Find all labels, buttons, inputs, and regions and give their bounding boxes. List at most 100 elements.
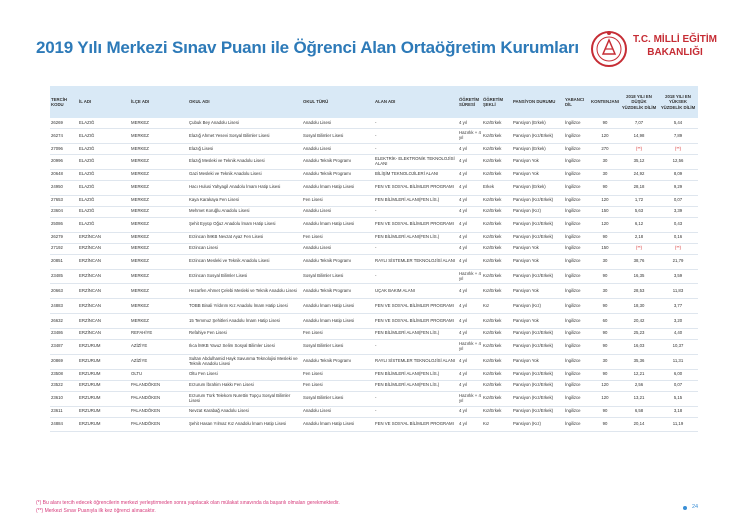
table-row: 26269 ELAZIĞ MERKEZ Çubuk Bey Anadolu Lises… bbox=[50, 118, 698, 130]
cell-ogretim-sekli: Kız/Erkek bbox=[482, 283, 512, 300]
cell-okul-turu: Fen Lisesi bbox=[302, 380, 374, 392]
header-alan-adi: ALAN ADI bbox=[374, 86, 458, 118]
cell-en-yuksek: 0,07 bbox=[658, 380, 698, 392]
cell-ilce-adi: PALANDÖKEN bbox=[130, 417, 188, 433]
cell-ilce-adi: MERKEZ bbox=[130, 254, 188, 270]
cell-okul-turu: Sosyal Bilimler Lisesi bbox=[302, 391, 374, 407]
cell-okul-turu: Anadolu Teknik Programı bbox=[302, 154, 374, 170]
table-row: 26632 ERZİNCAN MERKEZ 15 Temmuz Şehitleri A… bbox=[50, 313, 698, 329]
cell-kontenjani: 90 bbox=[590, 417, 620, 433]
table-row: 24884 ERZURUM PALANDÖKEN Şehit Hasan Yılmaz… bbox=[50, 417, 698, 433]
cell-ogretim-suresi: 4 yıl bbox=[458, 380, 482, 392]
header-ogretim-suresi: ÖĞRETİM SÜRESİ bbox=[458, 86, 482, 118]
cell-en-yuksek: 21,79 bbox=[658, 254, 698, 270]
table-body: 26269 ELAZIĞ MERKEZ Çubuk Bey Anadolu Lises… bbox=[50, 118, 698, 433]
cell-ogretim-sekli: Kız/Erkek bbox=[482, 143, 512, 155]
cell-en-dusuk: 13,21 bbox=[620, 391, 658, 407]
logo-line1: T.C. MİLLİ EĞİTİM bbox=[633, 34, 717, 45]
cell-en-yuksek: 7,89 bbox=[658, 128, 698, 144]
logo-text: T.C. MİLLİ EĞİTİM BAKANLIĞI bbox=[631, 33, 719, 59]
cell-yabanci-dil: İngilizce bbox=[564, 118, 590, 130]
cell-en-yuksek: 3,18 bbox=[658, 406, 698, 418]
cell-ogretim-suresi: 4 yıl bbox=[458, 283, 482, 300]
cell-ogretim-suresi: 4 yıl bbox=[458, 417, 482, 433]
cell-tercih-kodu: 27653 bbox=[50, 195, 78, 207]
cell-okul-turu: Sosyal Bilimler Lisesi bbox=[302, 339, 374, 355]
cell-alan-adi: - bbox=[374, 391, 458, 407]
cell-yabanci-dil: İngilizce bbox=[564, 269, 590, 285]
cell-alan-adi: - bbox=[374, 269, 458, 285]
cell-ogretim-suresi: 4 yıl bbox=[458, 143, 482, 155]
cell-pansiyon-durumu: Pansiyon (Kız/Erkek) bbox=[512, 195, 564, 207]
cell-il-adi: ELAZIĞ bbox=[78, 169, 130, 181]
cell-yabanci-dil: İngilizce bbox=[564, 254, 590, 270]
cell-okul-turu: Fen Lisesi bbox=[302, 369, 374, 381]
cell-ogretim-suresi: 4 yıl bbox=[458, 313, 482, 329]
cell-ogretim-sekli: Kız/Erkek bbox=[482, 195, 512, 207]
cell-okul-adi: Erzincan Lisesi bbox=[188, 243, 302, 255]
cell-il-adi: ELAZIĞ bbox=[78, 180, 130, 196]
cell-ogretim-sekli: Kız/Erkek bbox=[482, 354, 512, 370]
cell-ilce-adi: MERKEZ bbox=[130, 283, 188, 300]
cell-ogretim-sekli: Kız/Erkek bbox=[482, 217, 512, 233]
cell-pansiyon-durumu: Pansiyon Yok bbox=[512, 169, 564, 181]
cell-okul-turu: Fen Lisesi bbox=[302, 232, 374, 244]
cell-en-dusuk: 20,42 bbox=[620, 313, 658, 329]
cell-ilce-adi: MERKEZ bbox=[130, 143, 188, 155]
cell-yabanci-dil: İngilizce bbox=[564, 283, 590, 300]
cell-alan-adi: - bbox=[374, 243, 458, 255]
cell-alan-adi: FEN VE SOSYAL BİLİMLER PROGRAMI bbox=[374, 217, 458, 233]
cell-okul-adi: Mehmet Koruğlu Anadolu Lisesi bbox=[188, 206, 302, 218]
schools-table-container: TERCİH KODU İL ADI İLÇE ADI OKUL ADI OKU… bbox=[50, 86, 698, 433]
cell-en-yuksek: 0,43 bbox=[658, 217, 698, 233]
table-row: 24950 ELAZIĞ MERKEZ Hacı Hulusi Yahyagil An… bbox=[50, 180, 698, 196]
cell-pansiyon-durumu: Pansiyon Yok bbox=[512, 283, 564, 300]
cell-ogretim-sekli: Kız bbox=[482, 417, 512, 433]
cell-okul-adi: Erzincan Mesleki ve Teknik Anadolu Lises… bbox=[188, 254, 302, 270]
cell-en-yuksek: 5,44 bbox=[658, 118, 698, 130]
cell-pansiyon-durumu: Pansiyon (Kız/Erkek) bbox=[512, 406, 564, 418]
cell-kontenjani: 90 bbox=[590, 118, 620, 130]
cell-alan-adi: FEN VE SOSYAL BİLİMLER PROGRAMI bbox=[374, 417, 458, 433]
cell-yabanci-dil: İngilizce bbox=[564, 143, 590, 155]
table-row: 23485 ERZİNCAN MERKEZ Erzincan Sosyal Bilim… bbox=[50, 269, 698, 285]
cell-tercih-kodu: 23522 bbox=[50, 380, 78, 392]
cell-en-dusuk: 18,30 bbox=[620, 298, 658, 315]
cell-pansiyon-durumu: Pansiyon (Kız/Erkek) bbox=[512, 339, 564, 355]
cell-tercih-kodu: 20663 bbox=[50, 283, 78, 300]
cell-ogretim-suresi: 4 yıl bbox=[458, 118, 482, 130]
cell-il-adi: ERZURUM bbox=[78, 417, 130, 433]
cell-alan-adi: UÇAK BAKIM ALANI bbox=[374, 283, 458, 300]
cell-kontenjani: 120 bbox=[590, 380, 620, 392]
header-pansiyon-durumu: PANSİYON DURUMU bbox=[512, 86, 564, 118]
cell-en-dusuk: (**) bbox=[620, 143, 658, 155]
cell-pansiyon-durumu: Pansiyon (Kız/Erkek) bbox=[512, 217, 564, 233]
cell-kontenjani: 30 bbox=[590, 283, 620, 300]
cell-en-dusuk: 35,36 bbox=[620, 354, 658, 370]
cell-yabanci-dil: İngilizce bbox=[564, 406, 590, 418]
cell-alan-adi: FEN BİLİMLERİ ALANI(FEN LİS.) bbox=[374, 328, 458, 340]
cell-il-adi: ELAZIĞ bbox=[78, 143, 130, 155]
cell-kontenjani: 90 bbox=[590, 369, 620, 381]
cell-en-dusuk: 2,18 bbox=[620, 232, 658, 244]
cell-ogretim-suresi: 4 yıl bbox=[458, 180, 482, 196]
cell-en-yuksek: 10,37 bbox=[658, 339, 698, 355]
cell-en-dusuk: 6,12 bbox=[620, 217, 658, 233]
cell-il-adi: ERZİNCAN bbox=[78, 328, 130, 340]
cell-tercih-kodu: 23610 bbox=[50, 391, 78, 407]
cell-tercih-kodu: 27096 bbox=[50, 143, 78, 155]
cell-alan-adi: RAYLI SİSTEMLER TEKNOLOJİSİ ALANI bbox=[374, 254, 458, 270]
cell-en-dusuk: 38,76 bbox=[620, 254, 658, 270]
cell-il-adi: ELAZIĞ bbox=[78, 195, 130, 207]
cell-okul-turu: Sosyal Bilimler Lisesi bbox=[302, 128, 374, 144]
table-row: 26279 ERZİNCAN MERKEZ Erzincan İMKB Nevzat … bbox=[50, 232, 698, 244]
cell-okul-turu: Anadolu Teknik Programı bbox=[302, 283, 374, 300]
cell-en-yuksek: 12,56 bbox=[658, 154, 698, 170]
cell-ogretim-suresi: 4 yıl bbox=[458, 169, 482, 181]
cell-pansiyon-durumu: Pansiyon (Kız) bbox=[512, 417, 564, 433]
cell-il-adi: ELAZIĞ bbox=[78, 217, 130, 233]
cell-alan-adi: FEN BİLİMLERİ ALANI(FEN LİS.) bbox=[374, 380, 458, 392]
table-row: 23522 ERZURUM PALANDÖKEN Erzurum İbrahim Ha… bbox=[50, 380, 698, 392]
cell-ogretim-suresi: 4 yıl bbox=[458, 369, 482, 381]
meb-logo: T.C. MİLLİ EĞİTİM BAKANLIĞI bbox=[589, 27, 719, 71]
